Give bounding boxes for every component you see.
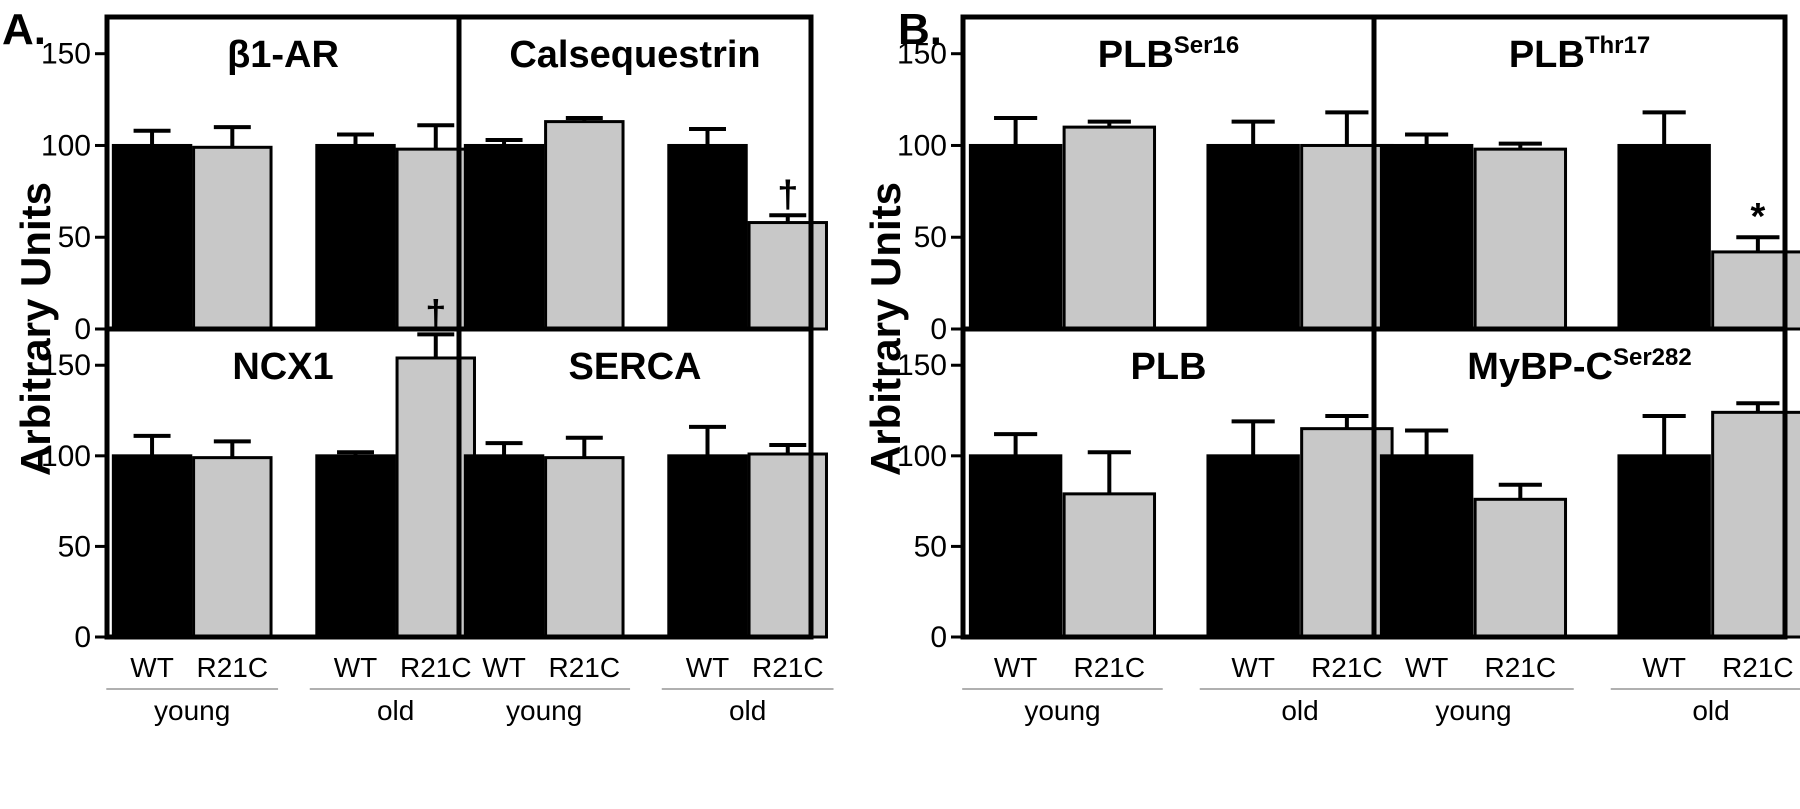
y-tick-label: 0 <box>930 621 947 654</box>
bar-r21c-old <box>395 147 476 331</box>
bar-r21c-old <box>747 221 828 331</box>
y-tick-label: 100 <box>897 129 947 162</box>
bar-r21c-young <box>544 120 625 331</box>
panel-letter: A. <box>2 5 46 54</box>
bar-wt-old <box>1617 454 1711 639</box>
bar-wt-young <box>111 454 193 639</box>
subplot-title: PLB <box>1131 346 1207 388</box>
x-category-label: WT <box>686 652 730 683</box>
group-label: young <box>154 695 230 726</box>
subplot--1-ar: β1-AR <box>111 34 476 331</box>
x-category-label: WT <box>1231 652 1275 683</box>
bar-wt-young <box>463 454 545 639</box>
bar-r21c-young <box>1062 125 1157 331</box>
bar-wt-young <box>111 143 193 331</box>
significance-mark: † <box>777 174 798 216</box>
y-tick-label: 150 <box>897 38 947 71</box>
x-category-label: R21C <box>1311 652 1383 683</box>
y-tick-label: 0 <box>74 313 91 346</box>
significance-mark: * <box>1750 196 1765 238</box>
bar-wt-old <box>315 143 396 331</box>
bar-r21c-young <box>1473 147 1568 331</box>
bar-wt-old <box>1206 454 1300 639</box>
x-category-label: R21C <box>549 652 621 683</box>
bar-r21c-old <box>395 356 476 639</box>
bar-r21c-young <box>192 456 273 639</box>
bar-wt-young <box>463 143 545 331</box>
x-category-label: WT <box>130 652 174 683</box>
group-label: old <box>729 695 766 726</box>
x-category-label: WT <box>1642 652 1686 683</box>
y-tick-label: 0 <box>930 313 947 346</box>
bar-r21c-young <box>1062 492 1157 639</box>
subplot-ncx1: † NCX1 <box>111 293 476 639</box>
x-category-label: R21C <box>752 652 824 683</box>
bar-wt-young <box>1379 143 1474 331</box>
y-tick-label: 50 <box>58 530 91 563</box>
y-tick-label: 50 <box>58 221 91 254</box>
subplot-title: Calsequestrin <box>509 34 760 76</box>
subplot-title: SERCA <box>568 346 701 388</box>
significance-mark: † <box>425 293 446 335</box>
bar-wt-old <box>1617 143 1711 331</box>
y-tick-label: 50 <box>914 530 947 563</box>
bar-wt-old <box>315 454 396 639</box>
group-label: young <box>1435 695 1511 726</box>
y-tick-label: 50 <box>914 221 947 254</box>
x-category-label: WT <box>334 652 378 683</box>
x-category-label: R21C <box>197 652 269 683</box>
subplot-serca: SERCA <box>463 346 828 639</box>
y-tick-label: 150 <box>41 38 91 71</box>
y-tick-label: 100 <box>41 129 91 162</box>
x-category-label: R21C <box>1485 652 1557 683</box>
y-tick-label: 100 <box>897 440 947 473</box>
bar-r21c-old <box>1300 143 1394 331</box>
bar-wt-old <box>667 143 748 331</box>
bar-r21c-old <box>747 452 828 639</box>
bar-wt-young <box>968 143 1063 331</box>
bar-wt-young <box>1379 454 1474 639</box>
subplot-mybp-cser282: MyBP-CSer282 <box>1379 344 1800 639</box>
subplot-title: PLBThr17 <box>1509 32 1650 76</box>
group-label: old <box>377 695 414 726</box>
subplot-title: NCX1 <box>232 346 333 388</box>
subplot-title: β1-AR <box>227 34 339 76</box>
bar-r21c-young <box>1473 497 1568 639</box>
x-category-label: WT <box>994 652 1038 683</box>
x-category-label: R21C <box>1722 652 1794 683</box>
y-tick-label: 150 <box>897 349 947 382</box>
subplot-plbser16: PLBSer16 <box>968 32 1394 331</box>
group-label: old <box>1281 695 1318 726</box>
x-category-label: R21C <box>400 652 472 683</box>
group-label: young <box>1024 695 1100 726</box>
bar-r21c-young <box>192 145 273 331</box>
y-tick-label: 0 <box>74 621 91 654</box>
subplot-calsequestrin: † Calsequestrin <box>463 34 828 331</box>
panel-letter: B. <box>898 5 942 54</box>
y-axis-label: Arbitrary Units <box>12 182 59 476</box>
x-category-label: WT <box>1405 652 1449 683</box>
subplot-title: MyBP-CSer282 <box>1467 344 1691 388</box>
bar-r21c-young <box>544 456 625 639</box>
bar-wt-old <box>1206 143 1300 331</box>
panel-a: A. Arbitrary Units β1-AR † Calsequestrin † NCX… <box>2 5 834 726</box>
subplot-plbthr17: * PLBThr17 <box>1379 32 1800 331</box>
y-tick-label: 150 <box>41 349 91 382</box>
bar-r21c-old <box>1300 427 1394 639</box>
y-tick-label: 100 <box>41 440 91 473</box>
group-label: old <box>1692 695 1729 726</box>
panel-b: B. Arbitrary Units PLBSer16 * PLBThr17 PLB MyB… <box>862 5 1800 726</box>
bar-wt-young <box>968 454 1063 639</box>
subplot-plb: PLB <box>968 346 1394 639</box>
y-axis-label: Arbitrary Units <box>862 182 909 476</box>
subplot-title: PLBSer16 <box>1098 32 1239 76</box>
x-category-label: R21C <box>1074 652 1146 683</box>
bar-wt-old <box>667 454 748 639</box>
group-label: young <box>506 695 582 726</box>
x-category-label: WT <box>482 652 526 683</box>
